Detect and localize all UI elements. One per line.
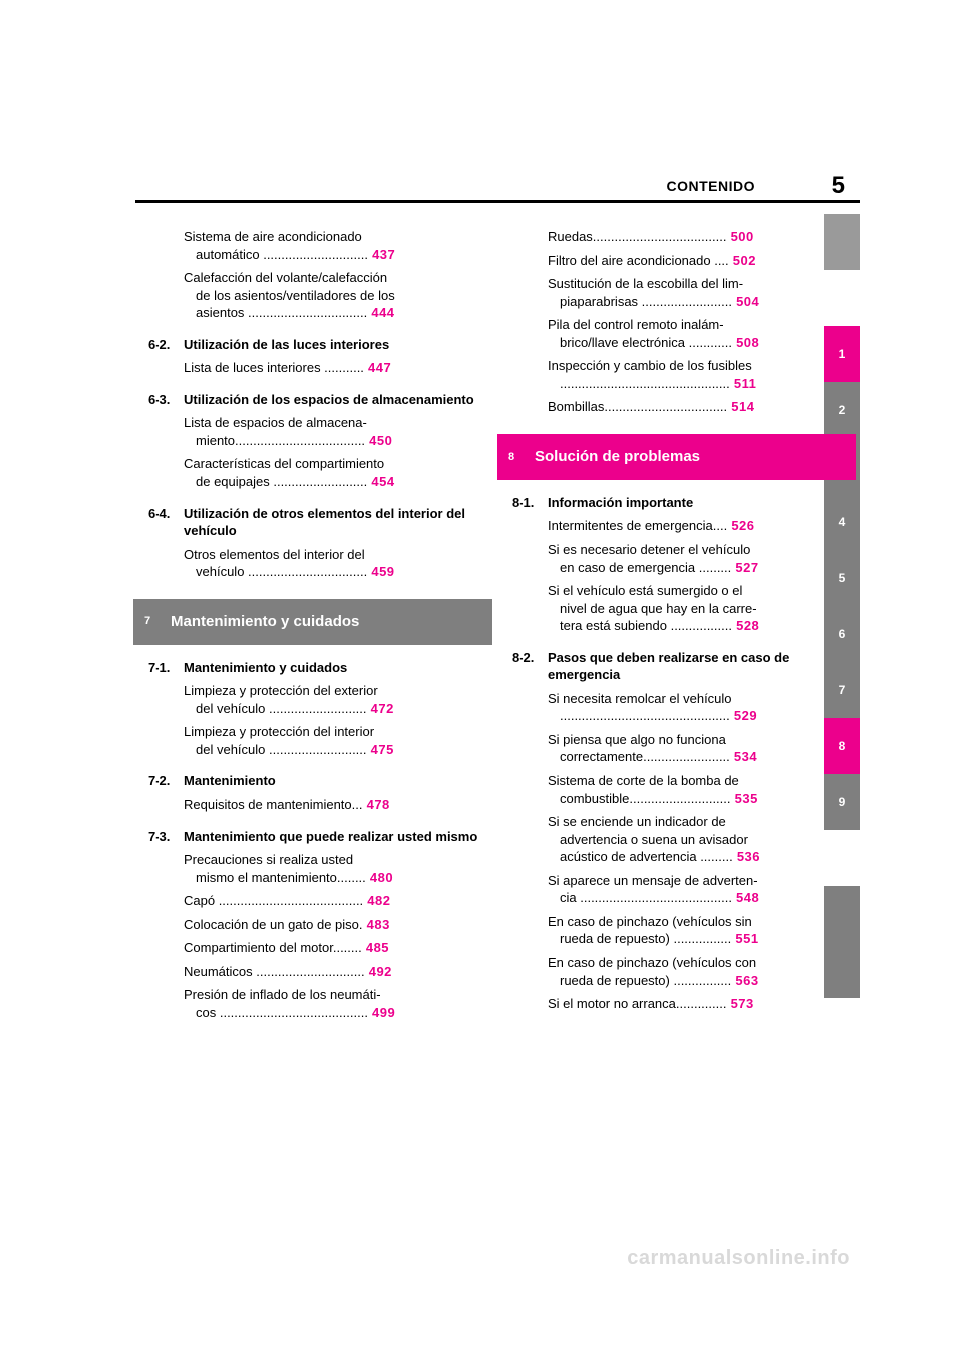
toc-entry[interactable]: Si es necesario detener el vehículoen ca… <box>548 541 856 576</box>
toc-entry[interactable]: Requisitos de mantenimiento... 478 <box>184 796 492 814</box>
toc-page-number: 454 <box>367 474 394 489</box>
toc-column-left: Sistema de aire acondicionadoautomático … <box>148 222 492 1028</box>
toc-entry[interactable]: Limpieza y protección del exteriordel ve… <box>184 682 492 717</box>
toc-entry[interactable]: Si se enciende un indicador deadvertenci… <box>548 813 856 866</box>
toc-entry[interactable]: Si necesita remolcar el vehículo........… <box>548 690 856 725</box>
toc-entry[interactable]: Precauciones si realiza ustedmismo el ma… <box>184 851 492 886</box>
toc-page-number: 500 <box>726 229 753 244</box>
toc-page-number: 528 <box>732 618 759 633</box>
toc-page-number: 527 <box>731 560 758 575</box>
toc-entry[interactable]: En caso de pinchazo (vehículos sinrueda … <box>548 913 856 948</box>
toc-entry[interactable]: Sustitución de la escobilla del lim-piap… <box>548 275 856 310</box>
toc-entry[interactable]: Si el motor no arranca.............. 573 <box>548 995 856 1013</box>
toc-page-number: 437 <box>368 247 395 262</box>
toc-page-number: 526 <box>727 518 754 533</box>
toc-entry[interactable]: Características del compartimientode equ… <box>184 455 492 490</box>
toc-entry[interactable]: Si piensa que algo no funcionacorrectame… <box>548 731 856 766</box>
toc-page-number: 504 <box>732 294 759 309</box>
toc-section-heading: 6-2.Utilización de las luces interiores <box>148 336 492 354</box>
toc-page-number: 459 <box>367 564 394 579</box>
toc-entry[interactable]: Pila del control remoto inalám-brico/lla… <box>548 316 856 351</box>
toc-page-number: 444 <box>367 305 394 320</box>
toc-section-heading: 6-4.Utilización de otros elementos del i… <box>148 505 492 540</box>
header-rule <box>135 200 860 203</box>
chapter-label: Mantenimiento y cuidados <box>161 599 492 645</box>
toc-entry[interactable]: Bombillas...............................… <box>548 398 856 416</box>
toc-page-number: 535 <box>731 791 758 806</box>
toc-entry[interactable]: En caso de pinchazo (vehículos conrueda … <box>548 954 856 989</box>
watermark: carmanualsonline.info <box>627 1247 850 1270</box>
toc-page-number: 478 <box>362 797 389 812</box>
toc-entry[interactable]: Limpieza y protección del interiordel ve… <box>184 723 492 758</box>
toc-page-number: 492 <box>365 964 392 979</box>
toc-page-number: 483 <box>363 917 390 932</box>
toc-column-right: Ruedas..................................… <box>512 222 856 1019</box>
toc-entry[interactable]: Intermitentes de emergencia.... 526 <box>548 517 856 535</box>
chapter-banner: 8Solución de problemas <box>497 434 856 480</box>
toc-section-heading: 7-2.Mantenimiento <box>148 772 492 790</box>
toc-page-number: 450 <box>365 433 392 448</box>
toc-page-number: 563 <box>731 973 758 988</box>
toc-page-number: 508 <box>732 335 759 350</box>
toc-section-heading: 7-1.Mantenimiento y cuidados <box>148 659 492 677</box>
toc-section-heading: 6-3.Utilización de los espacios de almac… <box>148 391 492 409</box>
toc-page-number: 551 <box>731 931 758 946</box>
toc-page-number: 472 <box>367 701 394 716</box>
toc-page-number: 485 <box>362 940 389 955</box>
toc-page-number: 514 <box>727 399 754 414</box>
toc-page-number: 480 <box>366 870 393 885</box>
toc-entry[interactable]: Sistema de aire acondicionadoautomático … <box>184 228 492 263</box>
toc-page-number: 529 <box>730 708 757 723</box>
toc-entry[interactable]: Presión de inflado de los neumáti-cos ..… <box>184 986 492 1021</box>
toc-page-number: 536 <box>733 849 760 864</box>
toc-entry[interactable]: Neumáticos .............................… <box>184 963 492 981</box>
toc-page-number: 573 <box>726 996 753 1011</box>
toc-entry[interactable]: Si el vehículo está sumergido o elnivel … <box>548 582 856 635</box>
toc-entry[interactable]: Lista de luces interiores ........... 44… <box>184 359 492 377</box>
toc-section-heading: 8-1.Información importante <box>512 494 856 512</box>
chapter-banner: 7Mantenimiento y cuidados <box>133 599 492 645</box>
toc-page-number: 534 <box>730 749 757 764</box>
toc-entry[interactable]: Si aparece un mensaje de adverten-cia ..… <box>548 872 856 907</box>
toc-page-number: 475 <box>367 742 394 757</box>
chapter-label: Solución de problemas <box>525 434 856 480</box>
toc-entry[interactable]: Capó ...................................… <box>184 892 492 910</box>
header-page-number: 5 <box>832 172 845 200</box>
toc-entry[interactable]: Inspección y cambio de los fusibles.....… <box>548 357 856 392</box>
toc-page-number: 499 <box>368 1005 395 1020</box>
toc-page-number: 447 <box>364 360 391 375</box>
toc-page-number: 548 <box>732 890 759 905</box>
chapter-number: 8 <box>497 434 525 480</box>
toc-entry[interactable]: Colocación de un gato de piso. 483 <box>184 916 492 934</box>
toc-entry[interactable]: Calefacción del volante/calefacciónde lo… <box>184 269 492 322</box>
toc-section-heading: 7-3.Mantenimiento que puede realizar ust… <box>148 828 492 846</box>
toc-section-heading: 8-2.Pasos que deben realizarse en caso d… <box>512 649 856 684</box>
header-title: CONTENIDO <box>667 178 756 194</box>
toc-entry[interactable]: Otros elementos del interior delvehículo… <box>184 546 492 581</box>
toc-page-number: 482 <box>363 893 390 908</box>
toc-entry[interactable]: Compartimiento del motor........ 485 <box>184 939 492 957</box>
toc-entry[interactable]: Filtro del aire acondicionado .... 502 <box>548 252 856 270</box>
toc-page-number: 511 <box>730 376 757 391</box>
toc-entry[interactable]: Sistema de corte de la bomba decombustib… <box>548 772 856 807</box>
toc-page-number: 502 <box>729 253 756 268</box>
toc-entry[interactable]: Ruedas..................................… <box>548 228 856 246</box>
toc-entry[interactable]: Lista de espacios de almacena-miento....… <box>184 414 492 449</box>
chapter-number: 7 <box>133 599 161 645</box>
